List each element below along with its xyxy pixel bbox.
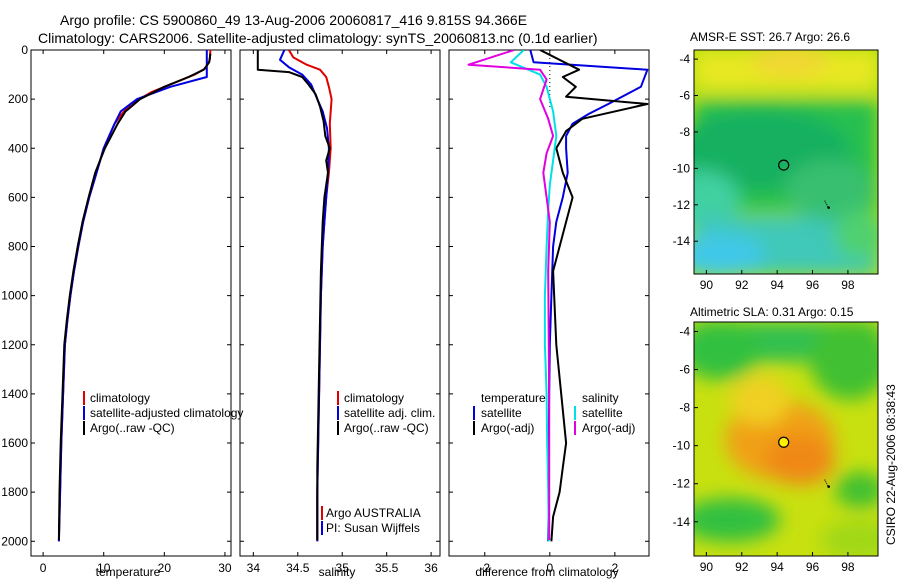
x-tick-label: 30: [218, 561, 232, 575]
x-tick-label: -2: [479, 561, 490, 575]
map-y-tick-label: -10: [673, 439, 691, 453]
salinity-xlabel: salinity: [319, 565, 356, 579]
x-tick-label: 34.5: [286, 561, 310, 575]
map-y-tick-label: -14: [673, 234, 691, 248]
difference-axes-frame: [448, 49, 650, 557]
y-tick-label: 1000: [1, 289, 28, 303]
y-tick-label: 2000: [1, 534, 28, 548]
y-tick-label: 1200: [1, 338, 28, 352]
sst-map-frame: [693, 49, 879, 275]
side-timestamp: CSIRO 22-Aug-2006 08:38:43: [884, 384, 898, 545]
map-y-tick-label: -6: [679, 89, 690, 103]
series-line-argo-raw-qc: [256, 50, 331, 540]
difference-panel: -2 0 2 difference from climatology tempera…: [448, 49, 650, 579]
legend-label-climatology: climatology: [90, 391, 150, 405]
series-line-salinity-argo-adj: [467, 50, 555, 540]
map-x-tick-label: 94: [770, 278, 784, 292]
map-x-tick-label: 98: [841, 560, 855, 574]
map-y-tick-label: -6: [679, 363, 690, 377]
argo-profile-marker: [778, 436, 790, 448]
legend-label-satellite-adj: satellite adj. clim.: [344, 406, 435, 420]
credit-line1: Argo AUSTRALIA: [326, 506, 421, 520]
x-tick-label: 34: [247, 561, 261, 575]
sla-map-frame: [693, 321, 879, 557]
temperature-panel: 0 10 20 30 0 200 400 600 800 1000 1200 1400 1600 1800…: [1, 43, 243, 579]
difference-legend: temperature satellite Argo(-adj) salinit…: [473, 391, 635, 435]
x-tick-label: 36: [424, 561, 438, 575]
sla-map-title: Altimetric SLA: 0.31 Argo: 0.15: [690, 305, 854, 319]
x-tick-label: 20: [158, 561, 172, 575]
legend-title-temperature: temperature: [481, 391, 546, 405]
x-tick-label: 0: [546, 561, 553, 575]
sla-map-panel: Altimetric SLA: 0.31 Argo: 0.15 90 92 94 96…: [673, 305, 879, 574]
temperature-xlabel: temperature: [96, 565, 161, 579]
map-x-tick-label: 92: [735, 278, 749, 292]
argo-credit: Argo AUSTRALIA PI: Susan Wijffels: [321, 506, 421, 535]
map-y-tick-label: -4: [679, 52, 690, 66]
salinity-legend: climatology satellite adj. clim. Argo(..…: [337, 391, 435, 435]
legend-label-argo: Argo(..raw -QC): [90, 421, 175, 435]
map-y-tick-label: -12: [673, 198, 691, 212]
map-x-tick-label: 98: [841, 278, 855, 292]
legend-label-sal-satellite: satellite: [582, 406, 623, 420]
map-x-tick-label: 96: [806, 560, 820, 574]
y-tick-label: 800: [8, 240, 28, 254]
credit-line2: PI: Susan Wijffels: [326, 521, 420, 535]
y-tick-label: 200: [8, 92, 28, 106]
x-tick-label: 10: [97, 561, 111, 575]
sst-heatmap: [694, 50, 878, 274]
figure-title-line2: Climatology: CARS2006. Satellite-adjuste…: [38, 30, 598, 46]
y-tick-label: 1800: [1, 485, 28, 499]
map-y-tick-label: -8: [679, 401, 690, 415]
map-x-tick-label: 90: [700, 278, 714, 292]
float-track-point: [827, 485, 830, 488]
legend-label-satellite-adjusted: satellite-adjusted climatology: [90, 406, 243, 420]
legend-label-climatology: climatology: [344, 391, 404, 405]
sst-map-panel: AMSR-E SST: 26.7 Argo: 26.6 90 92 94 96 98 -4…: [673, 30, 879, 292]
y-tick-label: 1400: [1, 387, 28, 401]
y-tick-label: 1600: [1, 436, 28, 450]
map-y-tick-label: -10: [673, 161, 691, 175]
y-tick-label: 600: [8, 190, 28, 204]
x-tick-label: 35.5: [375, 561, 399, 575]
series-line-temperature-argo-adj: [539, 50, 649, 542]
legend-title-salinity: salinity: [582, 391, 619, 405]
float-track-point: [827, 206, 830, 209]
figure-title-line1: Argo profile: CS 5900860_49 13-Aug-2006 …: [60, 12, 527, 28]
series-line-satellite-adjusted-climatology: [57, 50, 208, 542]
difference-xlabel: difference from climatology: [475, 565, 618, 579]
legend-label-temp-argo: Argo(-adj): [481, 421, 534, 435]
map-x-tick-label: 92: [735, 560, 749, 574]
series-line-satellite-adj-clim: [279, 50, 330, 542]
legend-label-sal-argo: Argo(-adj): [582, 421, 635, 435]
series-line-argo-raw-qc: [57, 53, 212, 541]
x-tick-label: 0: [40, 561, 47, 575]
salinity-panel: 34 34.5 35 35.5 36 salinity climatology sate…: [239, 49, 441, 579]
map-y-tick-label: -14: [673, 515, 691, 529]
temperature-axes-frame: [30, 49, 232, 557]
map-y-tick-label: -12: [673, 477, 691, 491]
legend-label-temp-satellite: satellite: [481, 406, 522, 420]
map-x-tick-label: 96: [806, 278, 820, 292]
legend-label-argo: Argo(..raw -QC): [344, 421, 429, 435]
argo-profile-marker: [778, 159, 790, 171]
x-tick-label: 2: [612, 561, 619, 575]
map-x-tick-label: 90: [700, 560, 714, 574]
series-line-climatology: [57, 50, 212, 542]
sst-map-title: AMSR-E SST: 26.7 Argo: 26.6: [690, 30, 850, 44]
x-tick-label: 35: [336, 561, 350, 575]
temperature-legend: climatology satellite-adjusted climatolo…: [83, 391, 243, 435]
map-y-tick-label: -4: [679, 325, 690, 339]
map-x-tick-label: 94: [770, 560, 784, 574]
map-y-tick-label: -8: [679, 125, 690, 139]
sla-heatmap: [694, 322, 878, 556]
y-tick-label: 0: [21, 43, 28, 57]
series-line-salinity-satellite: [509, 50, 558, 542]
salinity-axes-frame: [239, 49, 441, 557]
y-tick-label: 400: [8, 141, 28, 155]
